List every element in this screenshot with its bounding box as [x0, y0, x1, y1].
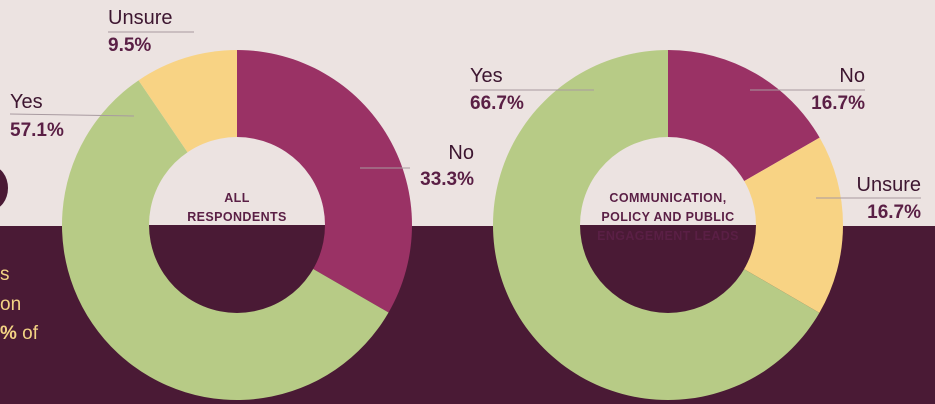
chart1-center-label-line-2: RESPONDENTS: [187, 210, 287, 224]
side-text-line-1: s: [0, 264, 10, 285]
chart1-value-yes: 57.1%: [10, 120, 64, 141]
chart2-hole-top: [580, 137, 756, 225]
chart2-center-label-line-3: ENGAGEMENT LEADS: [597, 229, 739, 243]
chart1-hole-bottom: [149, 225, 325, 313]
chart2-label-no: No: [839, 65, 865, 87]
chart2-value-no: 16.7%: [811, 93, 865, 114]
chart1-label-no: No: [448, 142, 474, 164]
chart1-value-unsure: 9.5%: [108, 35, 151, 56]
chart2-label-yes: Yes: [470, 65, 503, 87]
side-text-line-2: on: [0, 294, 22, 315]
chart1-value-no: 33.3%: [420, 169, 474, 190]
chart1-leader-yes: [9, 113, 135, 117]
side-text-of: of: [16, 323, 39, 344]
chart2-hole-bottom: [580, 225, 756, 313]
chart2-value-unsure: 16.7%: [867, 202, 921, 223]
chart1-label-unsure: Unsure: [108, 7, 172, 29]
chart2-value-yes: 66.7%: [470, 93, 524, 114]
partial-circle-decoration: [0, 166, 8, 210]
chart2-center-label-line-2: POLICY AND PUBLIC: [601, 210, 734, 224]
chart2-center-label-line-1: COMMUNICATION,: [609, 191, 726, 205]
chart1-center-label-line-1: ALL: [224, 191, 250, 205]
chart2-label-unsure: Unsure: [857, 174, 921, 196]
chart1-label-yes: Yes: [10, 91, 43, 113]
side-text-line-3: % of: [0, 321, 38, 347]
side-text-percent: %: [0, 323, 17, 344]
chart1-hole-top: [149, 137, 325, 225]
